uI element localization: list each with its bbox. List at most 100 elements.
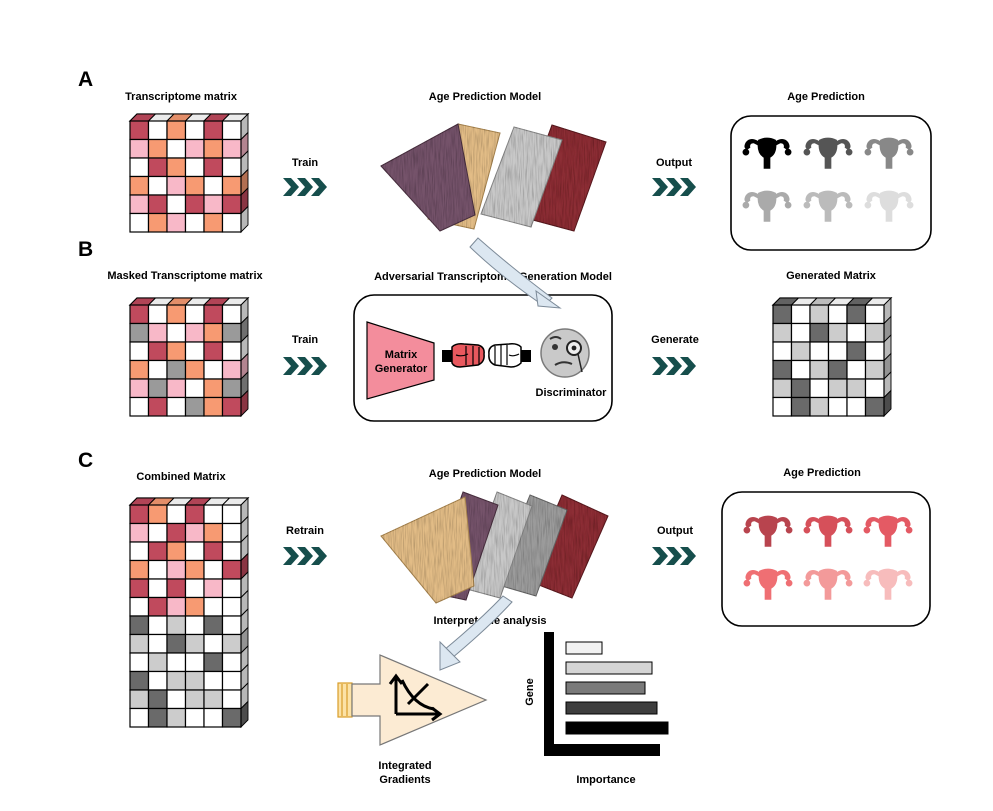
matrix-cell <box>129 322 150 343</box>
matrix-cell <box>184 652 205 673</box>
matrix-cell <box>184 157 205 178</box>
matrix-cell <box>203 541 224 562</box>
matrix-cell <box>184 120 205 141</box>
matrix-cell <box>203 322 224 343</box>
layer-silver <box>480 126 563 228</box>
triple-chevron-icon <box>283 178 327 196</box>
matrix-cell <box>184 596 205 617</box>
matrix-cell <box>772 304 793 325</box>
matrix-cell <box>203 138 224 159</box>
matrix-cell <box>203 615 224 636</box>
matrix-cell <box>147 559 168 580</box>
importance-bar <box>565 661 653 675</box>
generator-label-line2: Generator <box>375 363 428 375</box>
matrix-cell <box>129 120 150 141</box>
matrix-cell <box>203 707 224 728</box>
matrix-cell <box>809 378 830 399</box>
matrix-cell <box>809 341 830 362</box>
importance-bars <box>565 641 669 735</box>
matrix-cell <box>184 341 205 362</box>
matrix-cell <box>129 652 150 673</box>
matrix-cell <box>221 689 242 710</box>
matrix-cell <box>203 578 224 599</box>
connector-arrow-c <box>443 595 513 659</box>
matrix-cell <box>827 396 848 417</box>
matrix-cell <box>166 541 187 562</box>
output-label-c: Output <box>657 525 693 537</box>
matrix-cell <box>166 322 187 343</box>
matrix-cell <box>184 633 205 654</box>
matrix-cell <box>221 378 242 399</box>
panel-b: B Masked Transcriptome matrix Train Adve… <box>78 238 893 422</box>
matrix-cell <box>129 378 150 399</box>
matrix-cell <box>184 138 205 159</box>
matrix-cell <box>221 120 242 141</box>
matrix-cell <box>147 504 168 525</box>
combined-matrix <box>128 496 250 729</box>
matrix-cell <box>129 689 150 710</box>
matrix-cell <box>221 615 242 636</box>
matrix-cell <box>221 359 242 380</box>
matrix-cell <box>129 504 150 525</box>
matrix-cell <box>184 175 205 196</box>
transcriptome-matrix <box>128 112 250 234</box>
matrix-cell <box>166 559 187 580</box>
matrix-cell <box>129 541 150 562</box>
matrix-cell <box>790 341 811 362</box>
monocle-face-icon <box>540 328 590 378</box>
integrated-gradients-block <box>337 654 488 746</box>
combined-matrix-title: Combined Matrix <box>136 471 226 483</box>
panel-letter-b: B <box>78 238 93 261</box>
matrix-cell <box>221 212 242 233</box>
importance-bar <box>565 681 646 695</box>
matrix-cell <box>166 522 187 543</box>
panel-a: A Transcriptome matrix Train Age Predict… <box>78 68 932 251</box>
matrix-cell <box>147 212 168 233</box>
age-prediction-model-title-a: Age Prediction Model <box>429 91 541 103</box>
matrix-cell <box>827 304 848 325</box>
matrix-cell <box>147 670 168 691</box>
matrix-cell <box>790 396 811 417</box>
matrix-cell <box>166 396 187 417</box>
matrix-cell <box>203 304 224 325</box>
matrix-cell <box>166 615 187 636</box>
matrix-cell <box>221 559 242 580</box>
matrix-cell <box>203 194 224 215</box>
layer-tan <box>380 496 475 604</box>
matrix-cell <box>184 504 205 525</box>
matrix-cell <box>147 578 168 599</box>
matrix-cell <box>864 359 885 380</box>
matrix-cell <box>147 322 168 343</box>
matrix-cell <box>790 304 811 325</box>
matrix-cell <box>203 157 224 178</box>
matrix-cell <box>166 596 187 617</box>
transcriptome-matrix-title: Transcriptome matrix <box>125 91 238 103</box>
masked-transcriptome-matrix <box>128 296 250 418</box>
matrix-cell <box>166 633 187 654</box>
ig-label-line2: Gradients <box>379 774 430 786</box>
y-axis-line <box>544 632 554 756</box>
matrix-cell <box>846 341 867 362</box>
fist-icon <box>488 343 531 368</box>
matrix-cell <box>221 596 242 617</box>
matrix-cell <box>221 541 242 562</box>
panel-letter-a: A <box>78 68 93 91</box>
matrix-cell <box>846 378 867 399</box>
matrix-cell <box>147 304 168 325</box>
matrix-cell <box>147 175 168 196</box>
triple-chevron-icon <box>652 357 696 375</box>
matrix-cell <box>846 322 867 343</box>
matrix-cell <box>147 194 168 215</box>
matrix-cell <box>203 633 224 654</box>
ig-base <box>337 682 353 718</box>
matrix-cell <box>809 359 830 380</box>
matrix-cell <box>147 707 168 728</box>
matrix-cell <box>184 304 205 325</box>
matrix-cell <box>184 578 205 599</box>
matrix-cell <box>221 322 242 343</box>
matrix-cell <box>184 212 205 233</box>
matrix-cell <box>129 138 150 159</box>
matrix-cell <box>827 378 848 399</box>
matrix-cell <box>203 378 224 399</box>
importance-axis-label: Importance <box>576 774 635 786</box>
